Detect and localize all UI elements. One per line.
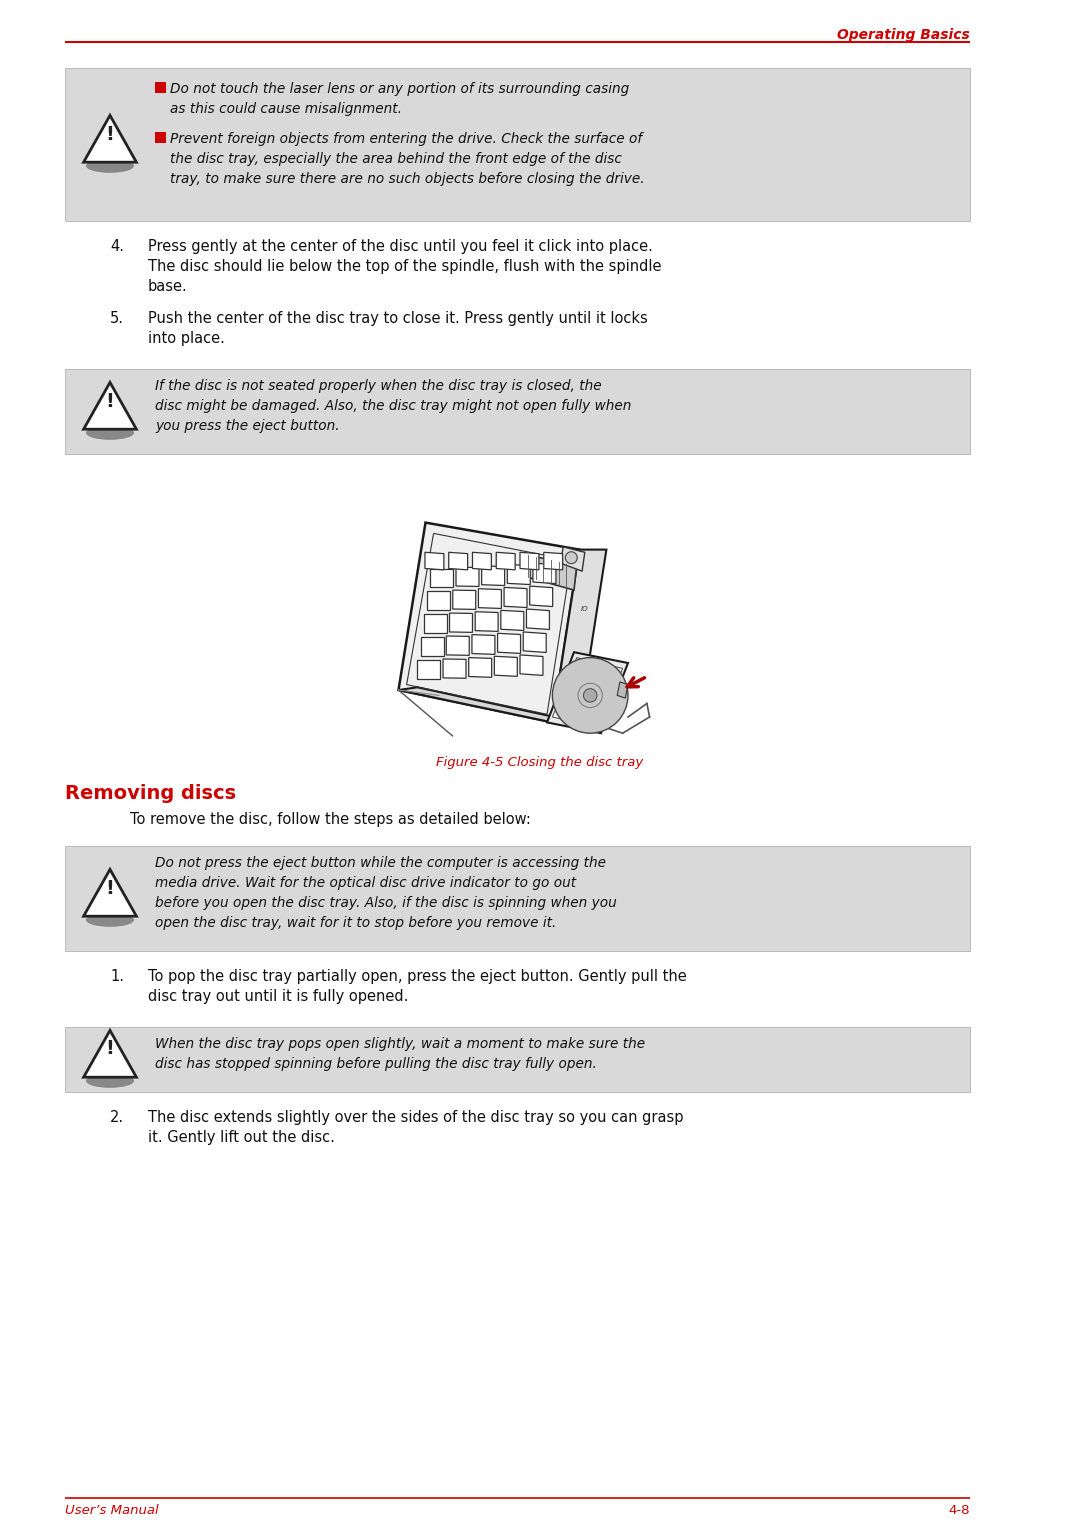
Bar (156, 132, 166, 142)
Ellipse shape (86, 425, 134, 439)
Polygon shape (423, 615, 447, 633)
Polygon shape (552, 658, 622, 728)
Polygon shape (519, 552, 539, 569)
Text: disc might be damaged. Also, the disc tray might not open fully when: disc might be damaged. Also, the disc tr… (156, 399, 632, 413)
Text: media drive. Wait for the optical disc drive indicator to go out: media drive. Wait for the optical disc d… (156, 877, 576, 890)
Polygon shape (446, 636, 469, 655)
Polygon shape (501, 610, 524, 630)
Text: Do not touch the laser lens or any portion of its surrounding casing: Do not touch the laser lens or any porti… (170, 83, 630, 96)
Text: 1.: 1. (110, 968, 124, 984)
Text: it. Gently lift out the disc.: it. Gently lift out the disc. (148, 1131, 335, 1144)
Polygon shape (504, 588, 527, 607)
Bar (156, 83, 166, 93)
Text: To remove the disc, follow the steps as detailed below:: To remove the disc, follow the steps as … (130, 812, 531, 828)
Text: Removing discs: Removing discs (65, 783, 237, 803)
Polygon shape (83, 382, 136, 430)
Text: The disc extends slightly over the sides of the disc tray so you can grasp: The disc extends slightly over the sides… (148, 1109, 684, 1125)
Polygon shape (495, 656, 517, 676)
Polygon shape (424, 552, 444, 569)
Polygon shape (519, 655, 543, 675)
Polygon shape (83, 869, 136, 916)
Polygon shape (552, 549, 606, 722)
Polygon shape (532, 563, 556, 583)
Text: 2.: 2. (110, 1109, 124, 1125)
Text: !: ! (106, 878, 114, 898)
Polygon shape (526, 609, 550, 629)
Polygon shape (543, 552, 563, 569)
Polygon shape (496, 552, 515, 569)
Text: Prevent foreign objects from entering the drive. Check the surface of: Prevent foreign objects from entering th… (170, 132, 643, 145)
Text: 4-8: 4-8 (948, 1504, 970, 1518)
Text: Do not press the eject button while the computer is accessing the: Do not press the eject button while the … (156, 855, 606, 871)
Text: tray, to make sure there are no such objects before closing the drive.: tray, to make sure there are no such obj… (170, 171, 645, 187)
Bar (65, 1027, 970, 1092)
Polygon shape (430, 569, 454, 588)
Polygon shape (449, 614, 472, 632)
Text: Operating Basics: Operating Basics (837, 28, 970, 41)
Circle shape (583, 688, 597, 702)
Polygon shape (420, 638, 444, 656)
Polygon shape (427, 592, 450, 610)
Text: as this could cause misalignment.: as this could cause misalignment. (170, 103, 402, 116)
Text: the disc tray, especially the area behind the front edge of the disc: the disc tray, especially the area behin… (170, 151, 622, 165)
Polygon shape (475, 612, 498, 632)
Ellipse shape (86, 1074, 134, 1088)
Circle shape (565, 552, 577, 563)
Polygon shape (472, 635, 495, 655)
Polygon shape (83, 1030, 136, 1077)
Polygon shape (399, 523, 579, 722)
Bar (65, 369, 970, 454)
Text: base.: base. (148, 278, 188, 294)
Polygon shape (456, 568, 478, 586)
Text: Press gently at the center of the disc until you feel it click into place.: Press gently at the center of the disc u… (148, 239, 653, 254)
Text: User’s Manual: User’s Manual (65, 1504, 159, 1518)
Bar (65, 67, 970, 220)
Polygon shape (472, 552, 491, 569)
Polygon shape (525, 555, 577, 591)
Text: IO: IO (581, 606, 589, 612)
Polygon shape (478, 589, 501, 609)
Polygon shape (498, 633, 521, 653)
Text: When the disc tray pops open slightly, wait a moment to make sure the: When the disc tray pops open slightly, w… (156, 1037, 645, 1051)
Polygon shape (417, 661, 441, 679)
Text: If the disc is not seated properly when the disc tray is closed, the: If the disc is not seated properly when … (156, 379, 602, 393)
Text: 5.: 5. (110, 311, 124, 326)
Polygon shape (443, 659, 465, 678)
Polygon shape (561, 546, 584, 571)
Polygon shape (617, 682, 627, 698)
Text: open the disc tray, wait for it to stop before you remove it.: open the disc tray, wait for it to stop … (156, 916, 556, 930)
Circle shape (552, 658, 627, 733)
Text: To pop the disc tray partially open, press the eject button. Gently pull the: To pop the disc tray partially open, pre… (148, 968, 687, 984)
Polygon shape (83, 115, 136, 162)
Polygon shape (453, 591, 475, 609)
Ellipse shape (86, 913, 134, 927)
Text: !: ! (106, 124, 114, 144)
Polygon shape (448, 552, 468, 569)
Text: !: ! (106, 392, 114, 410)
Text: Figure 4-5 Closing the disc tray: Figure 4-5 Closing the disc tray (436, 756, 644, 770)
Text: disc has stopped spinning before pulling the disc tray fully open.: disc has stopped spinning before pulling… (156, 1057, 597, 1071)
Ellipse shape (86, 159, 134, 173)
Polygon shape (482, 566, 504, 586)
Text: before you open the disc tray. Also, if the disc is spinning when you: before you open the disc tray. Also, if … (156, 897, 617, 910)
Text: disc tray out until it is fully opened.: disc tray out until it is fully opened. (148, 988, 408, 1004)
Text: you press the eject button.: you press the eject button. (156, 419, 339, 433)
Text: !: ! (106, 1039, 114, 1059)
Polygon shape (523, 632, 546, 652)
Polygon shape (529, 586, 553, 606)
Polygon shape (399, 687, 579, 722)
Text: Push the center of the disc tray to close it. Press gently until it locks: Push the center of the disc tray to clos… (148, 311, 648, 326)
Bar (65, 846, 970, 952)
Text: The disc should lie below the top of the spindle, flush with the spindle: The disc should lie below the top of the… (148, 259, 661, 274)
Polygon shape (508, 565, 530, 584)
Polygon shape (546, 652, 627, 733)
Text: 4.: 4. (110, 239, 124, 254)
Text: into place.: into place. (148, 330, 225, 346)
Polygon shape (469, 658, 491, 678)
